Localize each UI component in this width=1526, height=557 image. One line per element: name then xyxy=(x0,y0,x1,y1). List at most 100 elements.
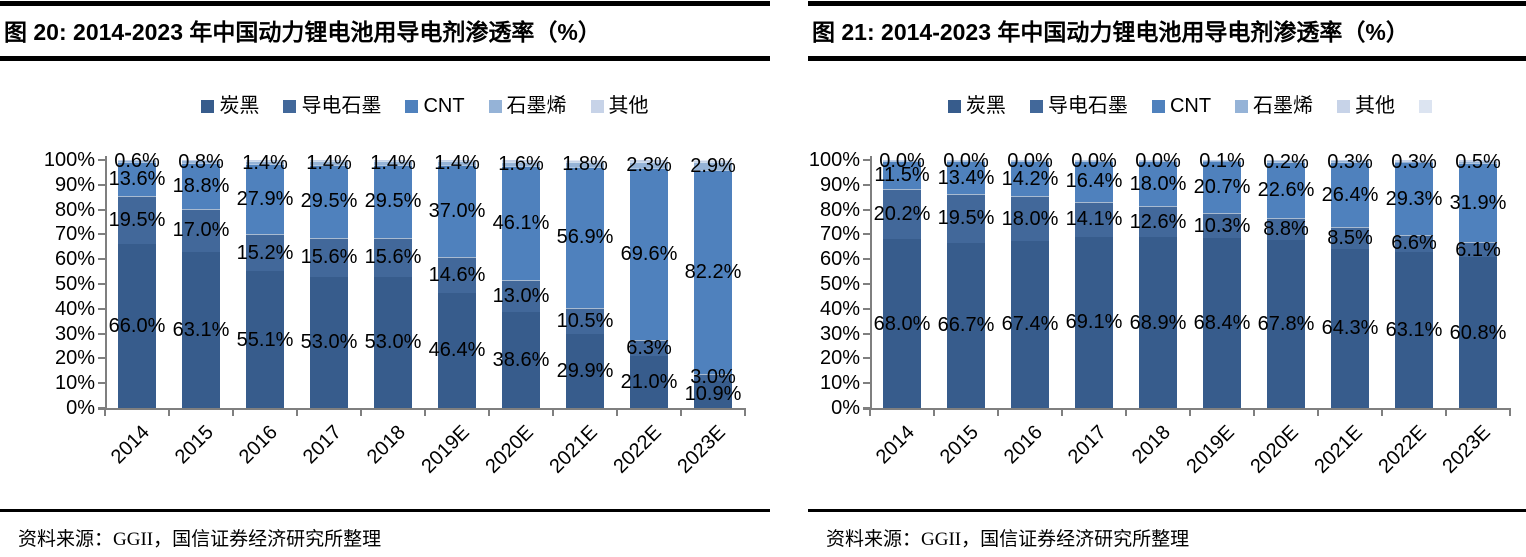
data-label-CNT-2014: 13.6% xyxy=(108,168,166,191)
data-label-导电石墨-2018: 15.6% xyxy=(364,246,422,269)
legend: 炭黑 导电石墨 CNT 石墨烯 其他 xyxy=(870,96,1510,116)
data-label-CNT-2022E: 69.6% xyxy=(620,242,678,265)
data-label-CNT-2021E: 56.9% xyxy=(556,226,614,249)
bar-segment-其他-2015 xyxy=(947,160,985,161)
data-label-石墨烯-2022E: 0.3% xyxy=(1391,151,1437,174)
y-tick-label: 10% xyxy=(54,372,95,395)
bar-segment-CNT-2023E xyxy=(694,169,732,374)
bar-segment-炭黑-2018 xyxy=(1139,237,1177,408)
bar-segment-CNT-2022E xyxy=(630,167,668,341)
bar-segment-炭黑-2017 xyxy=(1075,236,1113,408)
data-label-导电石墨-2018: 12.6% xyxy=(1129,210,1187,233)
bar-segment-导电石墨-2023E xyxy=(694,373,732,381)
x-tick xyxy=(744,408,746,416)
y-tick xyxy=(98,258,105,261)
data-label-CNT-2018: 18.0% xyxy=(1129,172,1187,195)
legend-swatch-icon xyxy=(488,99,502,113)
y-tick-label: 50% xyxy=(54,273,95,295)
bar-segment-其他-2018 xyxy=(374,160,412,162)
bar-segment-其他-2023E xyxy=(694,160,732,163)
data-label-石墨烯-2014: 0.0% xyxy=(879,149,925,172)
legend-item-石墨烯: 石墨烯 xyxy=(488,96,567,116)
source-rule xyxy=(0,509,770,512)
x-category-label: 2023E xyxy=(673,421,730,478)
data-label-CNT-2016: 14.2% xyxy=(1001,167,1059,190)
bar-segment-其他-2016 xyxy=(1011,160,1049,161)
bar-segment-其他-2016 xyxy=(246,160,284,161)
bar-segment-炭黑-2014 xyxy=(118,244,156,408)
data-label-导电石墨-2021E: 8.5% xyxy=(1327,226,1373,249)
data-label-CNT-2020E: 46.1% xyxy=(492,211,550,234)
data-label-导电石墨-2019E: 10.3% xyxy=(1193,214,1251,237)
legend-item-其他: 其他 xyxy=(1337,96,1395,116)
data-label-石墨烯-2017: 1.4% xyxy=(306,151,352,174)
source-note: 资料来源：GGII，国信证券经济研究所整理 xyxy=(826,529,1190,550)
legend-label: CNT xyxy=(423,95,465,117)
bar-segment-炭黑-2019E xyxy=(438,292,476,408)
bar-segment-导电石墨-2019E xyxy=(438,256,476,293)
x-tick xyxy=(360,408,362,416)
x-category-label: 2018 xyxy=(362,421,410,469)
bar-segment-导电石墨-2015 xyxy=(947,194,985,243)
bar-segment-炭黑-2015 xyxy=(182,251,220,408)
legend-label: 炭黑 xyxy=(965,95,1006,117)
data-label-石墨烯-2021E: 1.8% xyxy=(562,153,608,176)
data-label-石墨烯-2014: 0.6% xyxy=(114,150,160,173)
bar-segment-CNT-2020E xyxy=(1267,161,1305,219)
bar-segment-炭黑-2016 xyxy=(246,271,284,408)
bar-segment-其他-2019E xyxy=(1203,160,1241,162)
bar-segment-其他-2021E xyxy=(566,160,604,163)
bar-segment-CNT-2015 xyxy=(947,160,985,195)
data-label-导电石墨-2019E: 14.6% xyxy=(428,263,486,286)
x-tick xyxy=(424,408,426,416)
legend-label: 导电石墨 xyxy=(301,95,382,117)
bar-segment-CNT-2019E xyxy=(1203,161,1241,213)
x-category-label: 2014 xyxy=(106,421,154,469)
y-tick xyxy=(98,233,105,236)
data-label-石墨烯-2022E: 2.3% xyxy=(626,153,672,176)
data-label-炭黑-2019E: 68.4% xyxy=(1193,312,1251,335)
legend-item-CNT: CNT xyxy=(405,95,465,117)
data-label-导电石墨-2021E: 10.5% xyxy=(556,309,614,332)
bar-segment-石墨烯-2017 xyxy=(310,161,348,165)
data-label-炭黑-2022E: 21.0% xyxy=(620,370,678,393)
data-label-CNT-2023E: 31.9% xyxy=(1449,191,1507,214)
x-category-label: 2023E xyxy=(1438,421,1495,478)
data-label-CNT-2020E: 22.6% xyxy=(1257,179,1315,201)
data-label-石墨烯-2015: 0.8% xyxy=(178,150,224,173)
y-tick-label: 20% xyxy=(819,347,860,370)
y-tick xyxy=(863,233,870,236)
y-tick xyxy=(863,208,870,211)
data-label-CNT-2015: 18.8% xyxy=(172,175,230,198)
y-tick-label: 80% xyxy=(54,198,95,221)
y-tick-label: 100% xyxy=(808,149,860,171)
x-tick xyxy=(104,408,106,416)
x-category-label: 2017 xyxy=(298,421,346,469)
bar-segment-导电石墨-2014 xyxy=(118,195,156,245)
y-tick-label: 30% xyxy=(819,322,860,345)
legend-swatch-icon xyxy=(1235,99,1249,113)
y-tick-label: 0% xyxy=(66,397,95,419)
data-label-导电石墨-2017: 15.6% xyxy=(300,246,358,269)
y-tick-label: 80% xyxy=(819,198,860,221)
y-tick xyxy=(98,283,105,285)
y-tick-label: 100% xyxy=(43,149,95,171)
legend-swatch-icon xyxy=(201,99,215,113)
data-label-导电石墨-2023E: 3.0% xyxy=(690,366,736,389)
bar-segment-石墨烯-2015 xyxy=(182,160,220,163)
data-label-CNT-2018: 29.5% xyxy=(364,190,422,213)
bar-segment-其他-2020E xyxy=(502,160,540,162)
x-category-label: 2016 xyxy=(999,421,1047,469)
data-label-石墨烯-2021E: 0.3% xyxy=(1327,150,1373,173)
bar-segment-CNT-2022E xyxy=(1395,162,1433,236)
y-axis xyxy=(105,156,107,408)
x-category-label: 2021E xyxy=(545,421,602,478)
legend-item-石墨烯: 石墨烯 xyxy=(1235,96,1313,116)
source-note: 资料来源：GGII，国信证券经济研究所整理 xyxy=(18,529,382,550)
data-label-炭黑-2016: 55.1% xyxy=(236,328,294,351)
legend-item-其他: 其他 xyxy=(590,96,649,116)
bar-segment-CNT-2014 xyxy=(118,162,156,196)
figure-panel-20: 图 20: 2014-2023 年中国动力锂电池用导电剂渗透率（%） 资料来源：… xyxy=(0,1,770,550)
bar-segment-石墨烯-2022E xyxy=(1395,161,1433,163)
